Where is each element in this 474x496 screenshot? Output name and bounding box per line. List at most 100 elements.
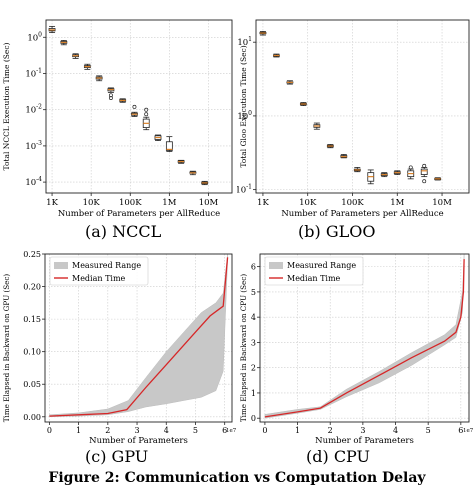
x-tick-label: 6 [458,426,463,435]
y-tick-label: 10-3 [25,140,42,152]
box-plot [142,107,150,131]
y-tick-label: 0.10 [23,348,41,357]
y-tick-label: 10-2 [25,104,42,116]
y-tick-label: 0.25 [23,250,41,259]
y-axis-label: Time Elapsed in Backward on GPU (Sec) [2,274,11,423]
caption-gloo: (b) GLOO [298,222,376,241]
box-outlier [408,165,413,170]
y-tick-label: 0.05 [23,380,41,389]
x-tick-label: 1M [390,198,404,208]
box-outlier [144,112,149,117]
y-tick-label: 4 [251,313,256,322]
legend-label-range: Measured Range [287,261,356,270]
box-plot [165,136,173,152]
y-tick-label: 0 [251,414,256,423]
y-tick-label: 1 [251,389,256,398]
x-tick-label: 10M [199,198,219,208]
x-tick-label: 10K [83,198,101,208]
y-tick-label: 0.00 [23,413,41,422]
box-plot [286,80,294,85]
plot-frame [259,253,470,423]
plot-frame [45,19,233,194]
legend-frame [49,256,149,286]
x-axis-label: Number of Parameters [315,436,414,446]
box-outlier [132,104,137,109]
box-plot [60,39,68,46]
box-plot [72,53,79,59]
y-tick-label: 10-1 [237,184,252,196]
y-tick-label: 101 [237,36,252,48]
x-tick-label: 1 [76,426,81,435]
box-outlier [108,93,113,98]
box-body [165,141,173,151]
chart-nccl: 100 10-1 10-2 10-3 10-4 1K 10K 100K 1M 10MNumber … [2,19,233,219]
box-plot [201,180,209,186]
legend-label-median: Median Time [287,274,341,283]
y-tick-label: 0.20 [23,283,41,292]
x-tick-label: 3 [360,426,365,435]
box-plot [259,31,267,36]
legend: Measured Range Median Time [49,256,149,286]
x-tick-label: 1 [295,426,300,435]
caption-gpu: (c) GPU [85,447,149,466]
box-plot [154,134,162,142]
box-outlier [422,179,427,184]
box-plot [189,170,197,176]
legend-swatch-range [269,262,283,269]
x-tick-label: 100K [341,198,364,208]
y-tick-label: 10-4 [25,176,42,188]
x-tick-label: 0 [262,426,267,435]
x-tick-label: 0 [47,426,52,435]
box-plot [107,87,115,100]
legend-label-range: Measured Range [72,261,141,270]
box-plot [340,154,348,159]
y-tick-label: 6 [251,263,256,272]
box-plot [177,159,185,164]
x-axis-label: Number of Parameters per AllReduce [58,209,220,219]
x-offset-label: 1e7 [226,428,237,434]
x-tick-label: 3 [134,426,139,435]
y-tick-label: 2 [251,364,256,373]
box-plot [393,170,401,175]
x-tick-label: 5 [193,426,198,435]
x-tick-label: 10K [299,198,317,208]
legend: Measured Range Median Time [264,256,364,286]
figure-caption: Figure 2: Communication vs Computation D… [48,470,426,486]
x-tick-label: 4 [393,426,398,435]
caption-nccl: (a) NCCL [85,222,162,241]
box-plot [367,169,375,185]
x-axis-label: Number of Parameters [89,436,188,446]
legend-label-median: Median Time [72,274,126,283]
box-plot [380,172,388,178]
x-tick-label: 4 [164,426,169,435]
y-tick-label: 3 [251,338,256,347]
box-plot [119,98,127,103]
box-plot [48,25,56,33]
box-plot [131,104,138,117]
box-plot [299,102,307,106]
x-offset-label: 1e7 [463,428,474,434]
box-plot [326,144,334,149]
box-outlier [422,163,427,168]
y-axis-label: Time Elapsed in Backward on CPU (Sec) [239,274,248,422]
x-tick-label: 100K [119,198,142,208]
y-tick-label: 0.15 [23,315,41,324]
box-plot [420,163,428,184]
box-plot [434,177,442,181]
x-tick-label: 2 [328,426,333,435]
x-axis-label: Number of Parameters per AllReduce [281,209,443,219]
y-tick-label: 100 [27,31,42,43]
box-plot [353,167,361,173]
y-tick-label: 100 [237,110,252,122]
x-tick-label: 1K [46,198,58,208]
plot-frame [255,19,470,194]
x-tick-label: 6 [222,426,227,435]
box-plot [83,63,91,70]
y-axis-label: Total Gloo Execution Time (Sec) [239,45,248,167]
box-body [420,168,428,175]
legend-frame [264,256,364,286]
x-tick-label: 2 [105,426,110,435]
plot-frame [44,253,233,423]
